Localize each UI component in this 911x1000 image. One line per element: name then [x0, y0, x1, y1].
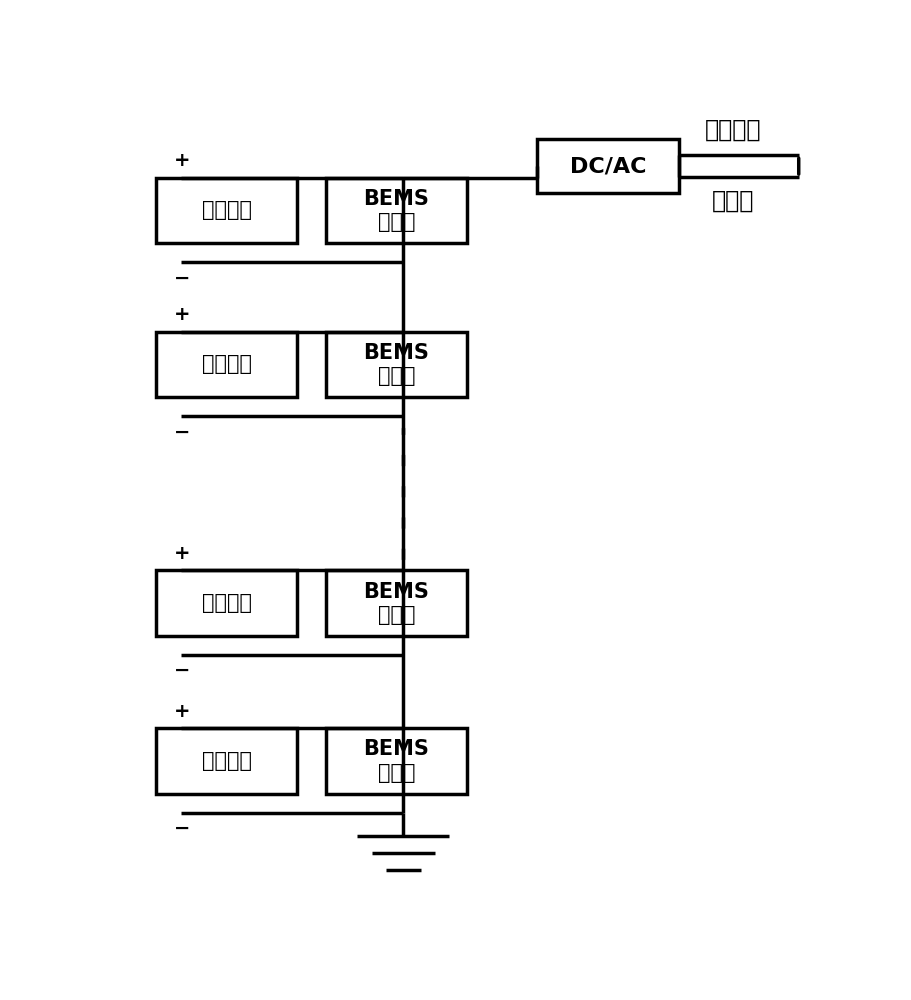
Text: −: − — [174, 269, 190, 288]
Text: 光伏组件: 光伏组件 — [202, 751, 251, 771]
Text: BEMS
电池组: BEMS 电池组 — [363, 343, 429, 386]
Text: −: − — [174, 819, 190, 838]
Text: DC/AC: DC/AC — [570, 156, 646, 176]
Text: 交流电网: 交流电网 — [704, 118, 761, 142]
Text: −: − — [174, 423, 190, 442]
Text: 光伏组件: 光伏组件 — [202, 354, 251, 374]
Bar — [537, 139, 679, 193]
Bar — [326, 728, 467, 794]
Bar — [326, 570, 467, 636]
Text: +: + — [174, 702, 190, 721]
Bar — [326, 332, 467, 397]
Bar — [157, 728, 297, 794]
Text: BEMS
电池组: BEMS 电池组 — [363, 582, 429, 625]
Text: +: + — [174, 151, 190, 170]
Text: 或负载: 或负载 — [711, 189, 754, 213]
Text: +: + — [174, 305, 190, 324]
Text: 光伏组件: 光伏组件 — [202, 593, 251, 613]
Text: −: − — [174, 661, 190, 680]
Bar — [157, 178, 297, 243]
Bar — [326, 178, 467, 243]
Text: 光伏组件: 光伏组件 — [202, 200, 251, 220]
Bar — [157, 570, 297, 636]
Text: BEMS
电池组: BEMS 电池组 — [363, 189, 429, 232]
Text: BEMS
电池组: BEMS 电池组 — [363, 739, 429, 783]
Text: +: + — [174, 544, 190, 563]
Bar — [157, 332, 297, 397]
